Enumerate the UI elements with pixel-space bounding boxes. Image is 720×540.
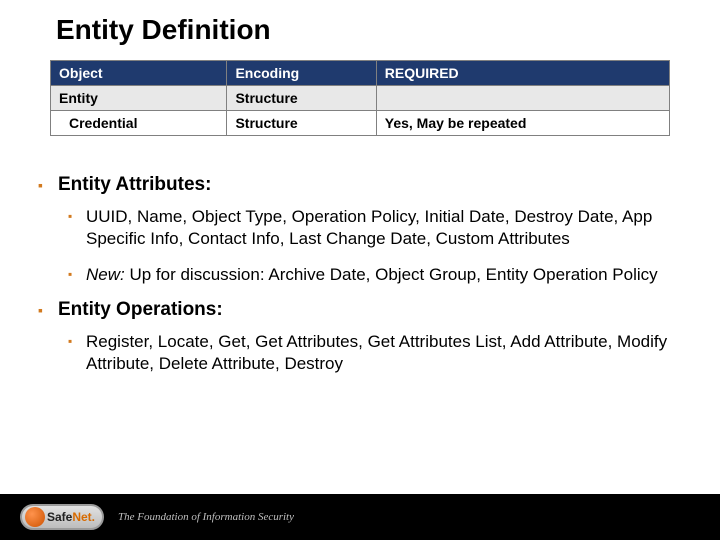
table-cell: Entity bbox=[51, 86, 227, 111]
bullet-marker-icon: ▪ bbox=[68, 267, 72, 282]
logo-badge-icon: SafeNet. bbox=[20, 504, 104, 530]
table-cell: Yes, May be repeated bbox=[376, 111, 669, 136]
table-cell bbox=[376, 86, 669, 111]
slide: Entity Definition Object Encoding REQUIR… bbox=[0, 0, 720, 540]
bullet-l2: ▪ New: Up for discussion: Archive Date, … bbox=[30, 264, 690, 286]
bullet-marker-icon: ▪ bbox=[38, 302, 43, 318]
table-cell: Structure bbox=[227, 111, 376, 136]
logo-dot-icon bbox=[25, 507, 45, 527]
bullet-marker-icon: ▪ bbox=[68, 209, 72, 224]
bullet-l2: ▪ UUID, Name, Object Type, Operation Pol… bbox=[30, 206, 690, 250]
brand-logo: SafeNet. bbox=[20, 504, 104, 530]
slide-title: Entity Definition bbox=[56, 14, 271, 46]
table-header-cell: REQUIRED bbox=[376, 61, 669, 86]
table-header-cell: Object bbox=[51, 61, 227, 86]
logo-pre: Safe bbox=[47, 510, 72, 524]
bullet-marker-icon: ▪ bbox=[68, 334, 72, 349]
logo-text: SafeNet. bbox=[47, 510, 95, 524]
bullet-l2-text: Up for discussion: Archive Date, Object … bbox=[125, 265, 658, 284]
footer-bar: SafeNet. The Foundation of Information S… bbox=[0, 494, 720, 540]
bullet-l1-text: Entity Attributes: bbox=[58, 174, 211, 195]
definition-table: Object Encoding REQUIRED Entity Structur… bbox=[50, 60, 670, 136]
table-cell: Credential bbox=[51, 111, 227, 136]
content-area: ▪ Entity Attributes: ▪ UUID, Name, Objec… bbox=[30, 160, 690, 389]
table-header-row: Object Encoding REQUIRED bbox=[51, 61, 670, 86]
bullet-l1: ▪ Entity Operations: bbox=[30, 299, 690, 321]
bullet-marker-icon: ▪ bbox=[38, 177, 43, 193]
footer-tagline: The Foundation of Information Security bbox=[118, 511, 294, 523]
bullet-l2: ▪ Register, Locate, Get, Get Attributes,… bbox=[30, 331, 690, 375]
bullet-l2-text: Register, Locate, Get, Get Attributes, G… bbox=[86, 332, 667, 373]
bullet-l1: ▪ Entity Attributes: bbox=[30, 174, 690, 196]
table-row: Entity Structure bbox=[51, 86, 670, 111]
bullet-l1-text: Entity Operations: bbox=[58, 299, 223, 320]
table-row: Credential Structure Yes, May be repeate… bbox=[51, 111, 670, 136]
table-cell: Structure bbox=[227, 86, 376, 111]
table-header-cell: Encoding bbox=[227, 61, 376, 86]
bullet-l2-italic: New: bbox=[86, 265, 125, 284]
logo-post: Net. bbox=[72, 510, 95, 524]
bullet-l2-text: UUID, Name, Object Type, Operation Polic… bbox=[86, 207, 652, 248]
